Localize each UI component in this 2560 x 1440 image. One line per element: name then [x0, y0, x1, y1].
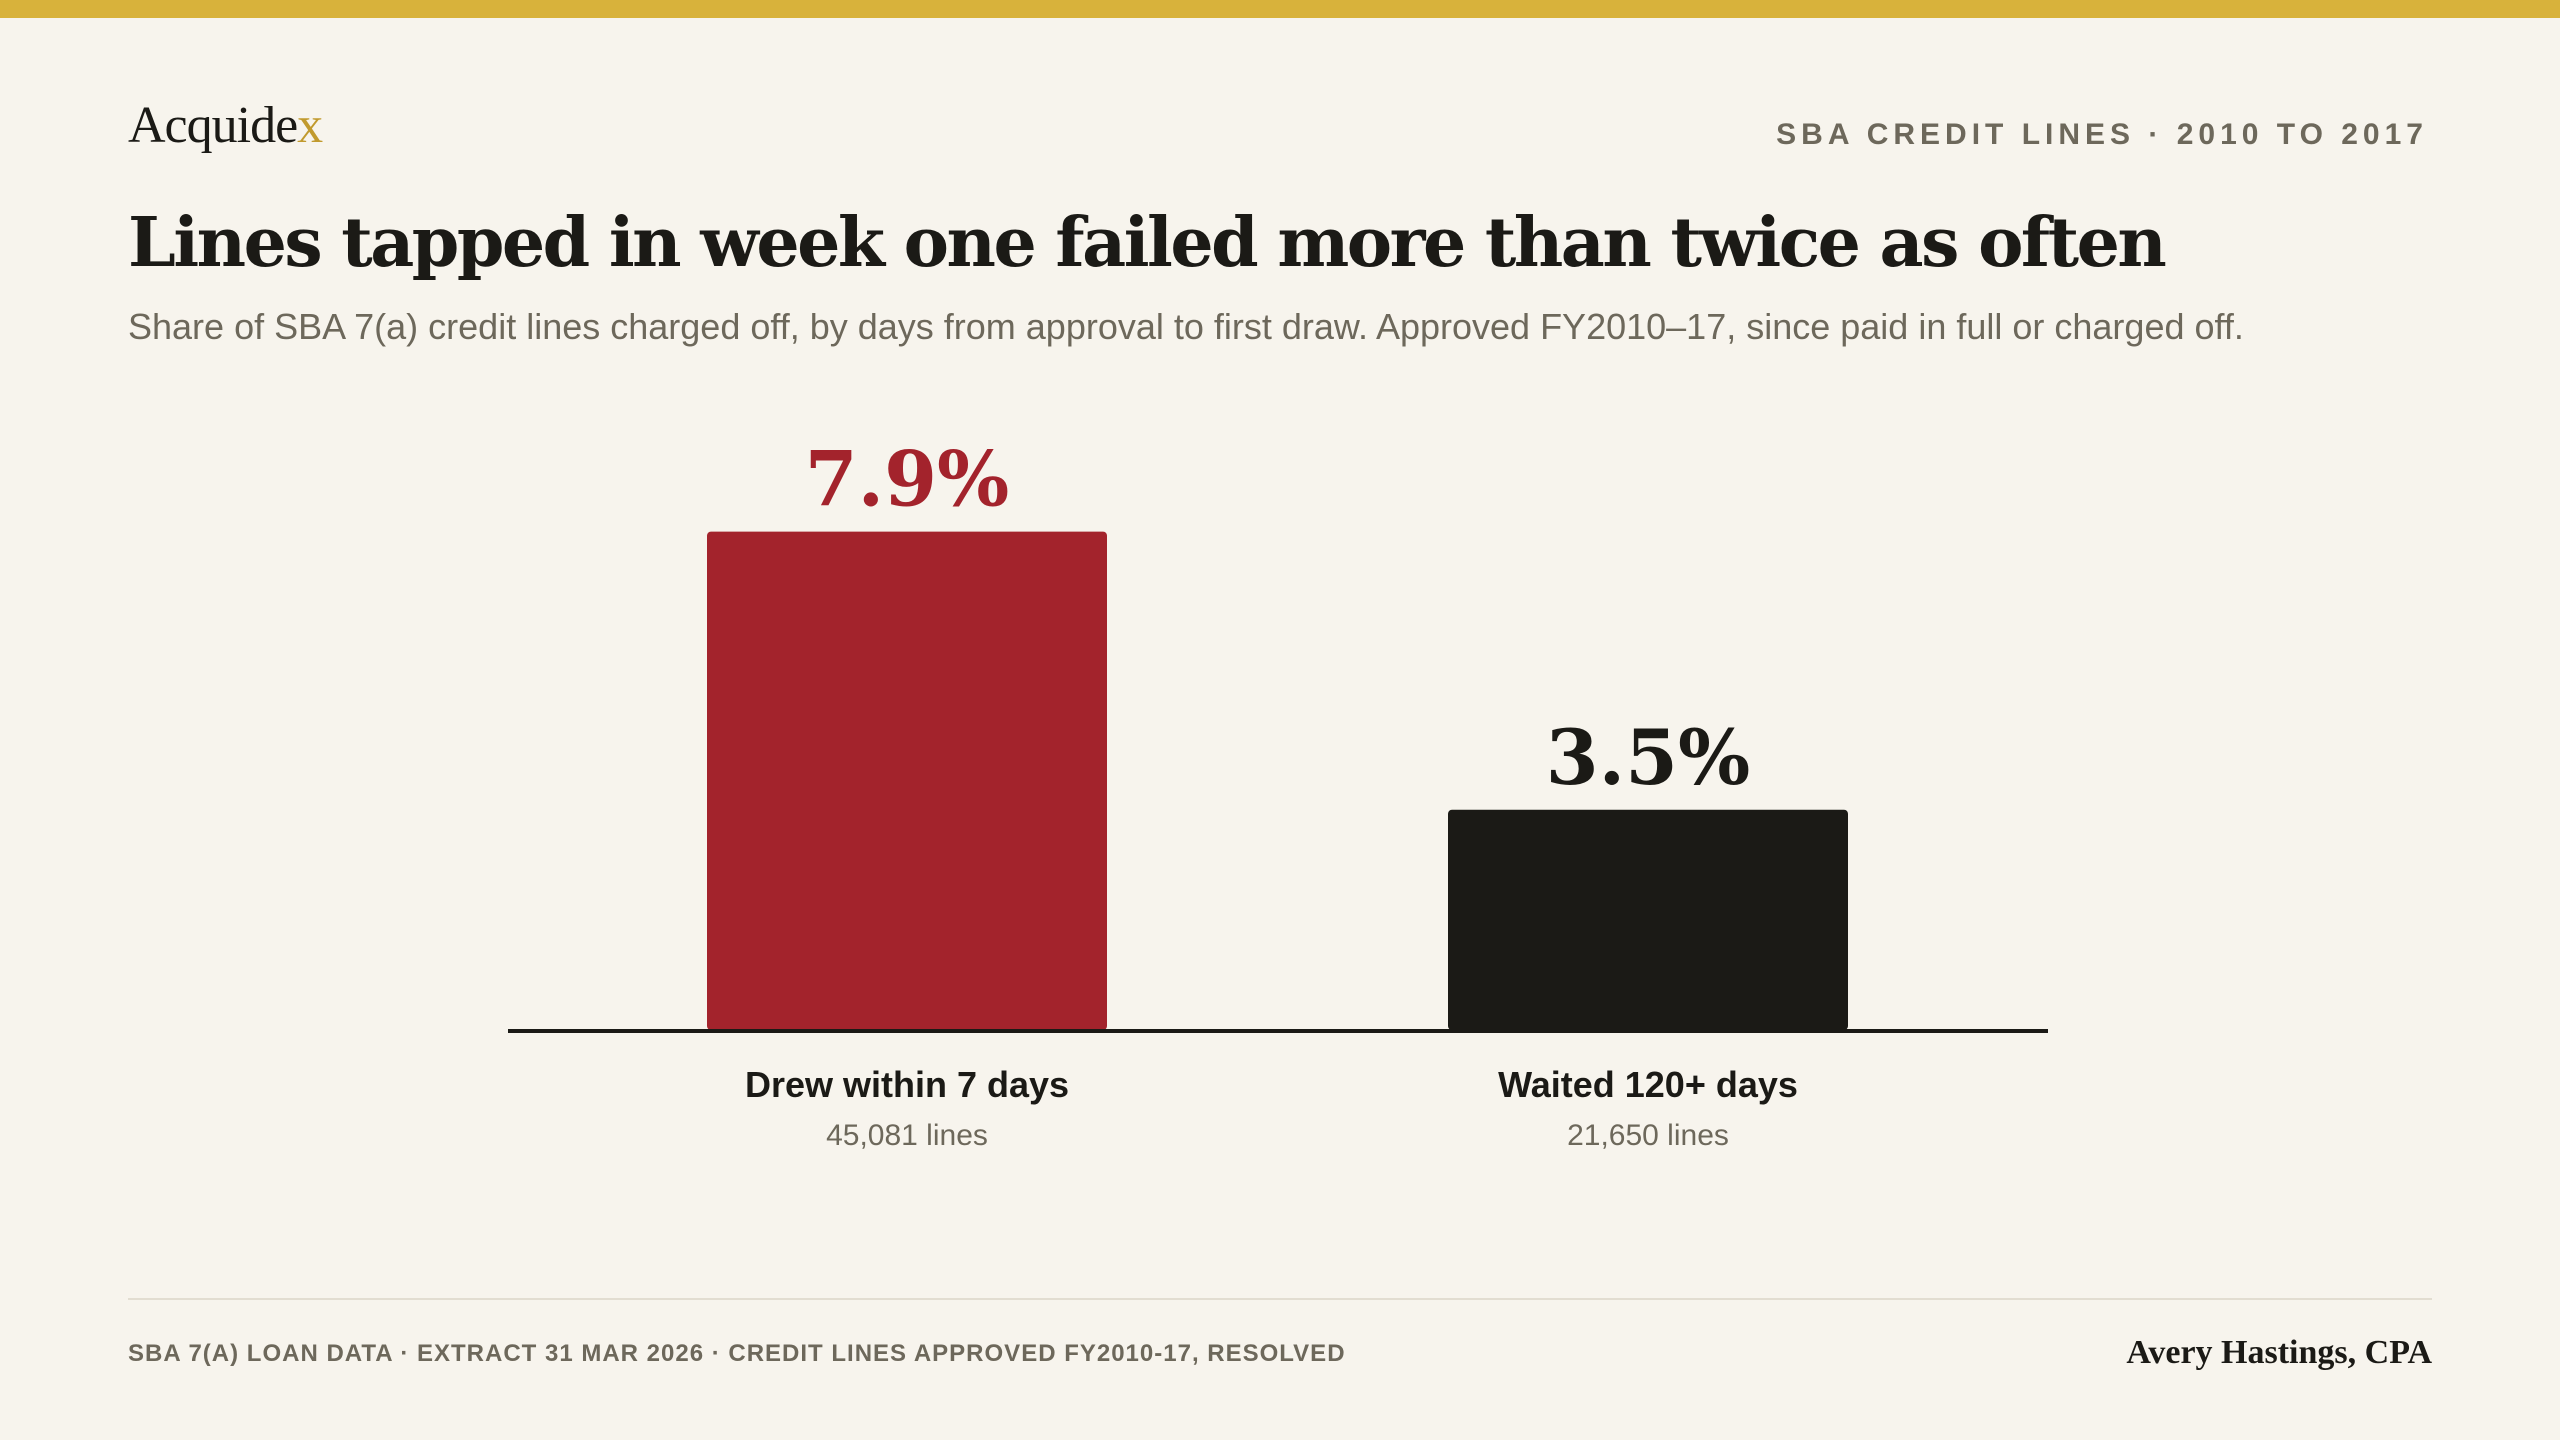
top-accent-rule	[0, 0, 2560, 18]
bar-waited-120-plus-days	[1448, 809, 1848, 1030]
chart-subtitle: Share of SBA 7(a) credit lines charged o…	[128, 306, 2244, 347]
value-label-drew-within-7-days: 7.9%	[805, 435, 1009, 524]
brand-name-accent: x	[297, 97, 323, 154]
count-label-drew-within-7-days: 45,081 lines	[826, 1119, 988, 1152]
source-note: SBA 7(A) LOAN DATA · EXTRACT 31 MAR 2026…	[128, 1340, 1346, 1367]
category-label-drew-within-7-days: Drew within 7 days	[745, 1064, 1069, 1105]
count-label-waited-120-plus-days: 21,650 lines	[1567, 1119, 1729, 1152]
chart-kicker: SBA CREDIT LINES · 2010 TO 2017	[1776, 118, 2428, 151]
bar-drew-within-7-days	[707, 531, 1107, 1030]
footer-divider	[128, 1298, 2432, 1300]
value-label-waited-120-plus-days: 3.5%	[1546, 713, 1750, 802]
page-title: Lines tapped in week one failed more tha…	[128, 203, 2167, 283]
author-signature: Avery Hastings, CPA	[2126, 1334, 2432, 1371]
brand-logo: Acquidex	[128, 97, 323, 154]
brand-name: Acquide	[128, 97, 298, 154]
category-label-waited-120-plus-days: Waited 120+ days	[1498, 1064, 1798, 1105]
